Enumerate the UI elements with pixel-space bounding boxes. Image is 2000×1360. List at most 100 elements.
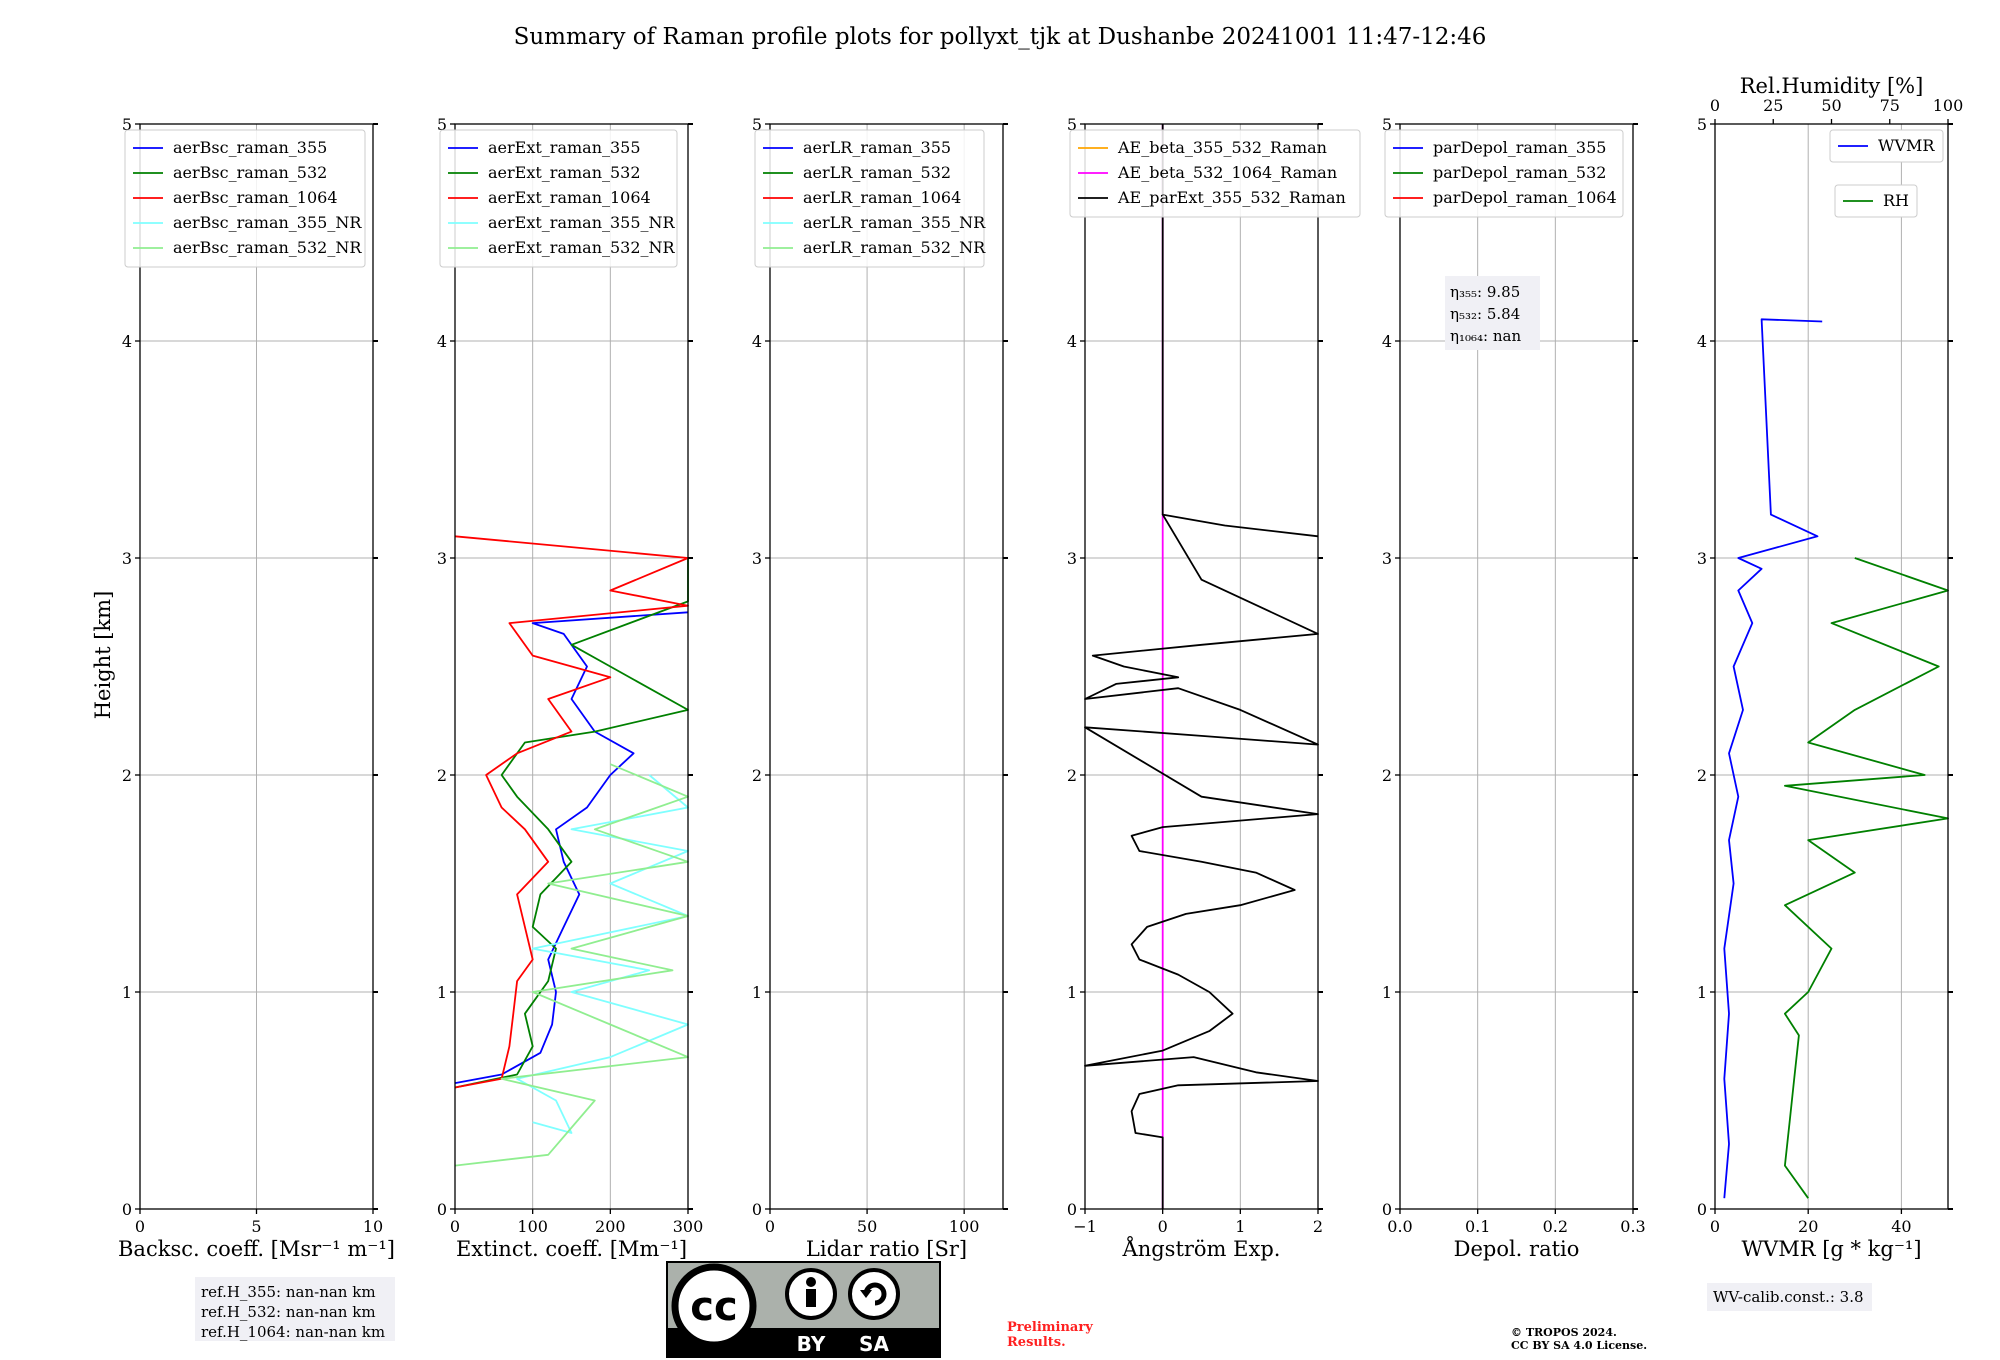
eta-annotation: η₅₃₂: 5.84 [1450,305,1520,323]
axes-frame [1084,123,1319,1210]
series-line-red [454,535,689,1089]
y-tick-label: 1 [1697,983,1707,1002]
series-line-lightgreen [454,763,689,1167]
y-tick-label: 3 [1697,549,1707,568]
y-tick-label: 4 [1382,332,1392,351]
ref-height-355: ref.H_355: nan-nan km [201,1283,376,1301]
legend-entry: aerExt_raman_355_NR [488,213,676,232]
y-tick-label: 3 [437,549,447,568]
eta-annotation: η₁₀₆₄: nan [1450,327,1521,345]
x-tick-label: 300 [673,1217,704,1236]
y-tick-label: 5 [1382,115,1392,134]
x-axis-label: Extinct. coeff. [Mm⁻¹] [456,1237,687,1261]
top-x-tick-label: 25 [1763,96,1783,115]
y-tick-label: 3 [752,549,762,568]
top-x-axis-label: Rel.Humidity [%] [1740,74,1924,98]
y-tick-label: 2 [122,766,132,785]
results-label: Results. [1007,1335,1066,1350]
eta-annotation: η₃₅₅: 9.85 [1450,283,1520,301]
y-tick-label: 0 [122,1200,132,1219]
x-axis-label: Lidar ratio [Sr] [806,1237,967,1261]
x-tick-label: 0 [135,1217,145,1236]
y-tick-label: 5 [1067,115,1077,134]
by-text: BY [797,1332,826,1356]
y-tick-label: 0 [1382,1200,1392,1219]
license-line: CC BY SA 4.0 License. [1511,1339,1647,1352]
legend-entry: RH [1883,191,1909,210]
axes-frame [769,123,1004,1210]
x-axis-label: WVMR [g * kg⁻¹] [1741,1237,1921,1261]
panel-3: 0 50 100 0 1 2 3 4 5 Lidar ratio [Sr] aerLR_raman_… [752,115,1008,1261]
series-line-green [1784,557,1949,1199]
x-axis-label: Backsc. coeff. [Msr⁻¹ m⁻¹] [118,1237,395,1261]
legend-box [1069,129,1361,218]
y-tick-label: 4 [752,332,762,351]
x-tick-label: 100 [949,1217,980,1236]
x-tick-label: 0 [1710,1217,1720,1236]
y-tick-label: 5 [437,115,447,134]
ref-height-1064: ref.H_1064: nan-nan km [201,1323,385,1341]
ref-height-note: ref.H_355: nan-nan km ref.H_532: nan-nan… [195,1277,395,1341]
x-tick-label: 0 [1158,1217,1168,1236]
sa-share-icon [848,1268,900,1320]
y-tick-label: 4 [122,332,132,351]
legend-entry: aerExt_raman_532_NR [488,238,676,257]
legend-entry: aerLR_raman_532_NR [803,238,986,257]
series-line-blue [454,611,689,1084]
x-tick-label: −1 [1073,1217,1097,1236]
y-tick-label: 5 [1697,115,1707,134]
legend-box [124,129,366,268]
legend-entry: AE_parExt_355_532_Raman [1117,188,1346,207]
legend-entry: aerLR_raman_532 [803,163,951,182]
x-axis-label: Ångström Exp. [1122,1236,1281,1261]
axes-frame [1399,123,1634,1210]
y-tick-label: 3 [1382,549,1392,568]
y-tick-label: 2 [1382,766,1392,785]
legend-box [1829,129,1944,163]
cc-license-badge: cc BY SA [666,1261,941,1358]
y-tick-label: 0 [437,1200,447,1219]
y-tick-label: 0 [1067,1200,1077,1219]
x-tick-label: 0.3 [1620,1217,1645,1236]
legend-entry: aerExt_raman_532 [488,163,641,182]
x-tick-label: 0 [765,1217,775,1236]
legend-entry: aerExt_raman_1064 [488,188,651,207]
top-x-tick-label: 50 [1821,96,1841,115]
legend-entry: parDepol_raman_532 [1433,163,1606,182]
panel-2: 0 100 200 300 0 1 2 3 4 5 Extinct. coeff. [Mm⁻¹] ae… [437,115,703,1261]
eta-annotation-box [1445,276,1540,350]
x-tick-label: 0 [450,1217,460,1236]
x-tick-label: 0.2 [1543,1217,1568,1236]
y-tick-label: 3 [1067,549,1077,568]
series-line-cyan [516,774,689,1134]
panel-6: 0 20 40 0 1 2 3 4 5 WVMR [g * kg⁻¹] WVMR RH 0 25 50 75 1… [1697,74,1963,1261]
y-tick-label: 1 [1382,983,1392,1002]
x-tick-label: 1 [1235,1217,1245,1236]
series-line-blue [1723,318,1823,1199]
ref-height-532: ref.H_532: nan-nan km [201,1303,376,1321]
figure-title: Summary of Raman profile plots for polly… [514,24,1487,50]
y-tick-label: 3 [122,549,132,568]
legend-entry: aerBsc_raman_532 [173,163,327,182]
legend-box [1834,184,1918,218]
legend-entry: aerBsc_raman_532_NR [173,238,362,257]
x-tick-label: 0.0 [1387,1217,1412,1236]
y-tick-label: 2 [752,766,762,785]
legend-box [1384,129,1624,218]
sa-text: SA [859,1332,889,1356]
y-tick-label: 0 [1697,1200,1707,1219]
series-line-black [1084,513,1319,1209]
y-tick-label: 1 [1067,983,1077,1002]
x-tick-label: 100 [517,1217,548,1236]
y-tick-label: 1 [752,983,762,1002]
copyright-line: © TROPOS 2024. [1511,1326,1617,1339]
x-tick-label: 0.1 [1465,1217,1490,1236]
y-tick-label: 0 [752,1200,762,1219]
x-tick-label: 5 [251,1217,261,1236]
series-line-green [454,558,689,1089]
wv-calib-note: WV-calib.const.: 3.8 [1707,1283,1872,1311]
cc-text: cc [690,1284,737,1330]
